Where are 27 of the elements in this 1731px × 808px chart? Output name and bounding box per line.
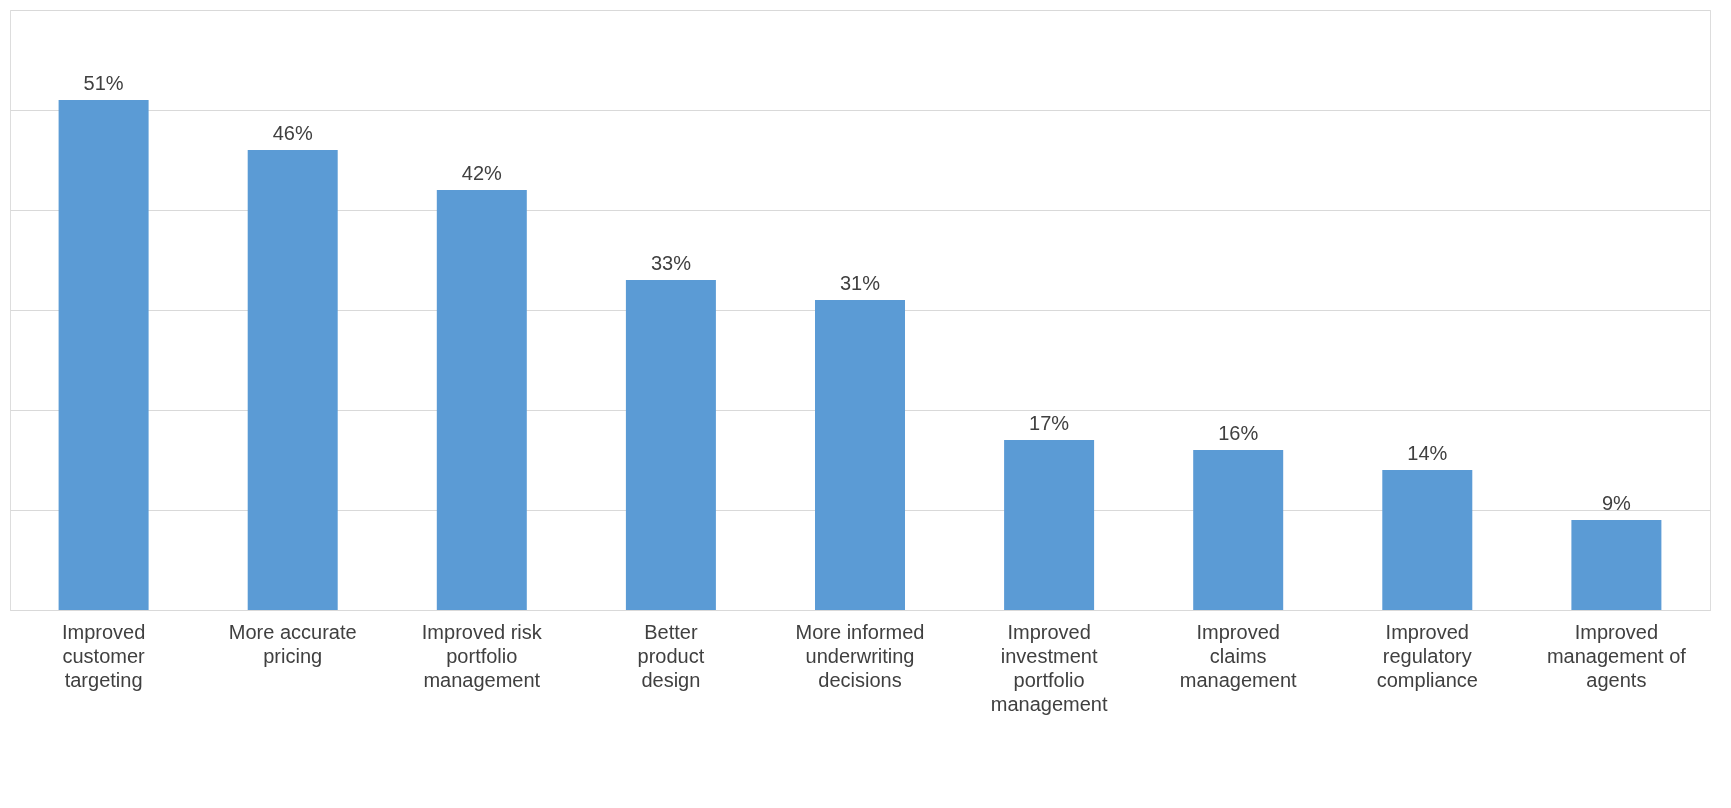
bar [247, 150, 338, 610]
x-tick-label: Improved risk portfolio management [421, 620, 543, 691]
data-label: 31% [839, 272, 881, 294]
x-tick-label: Better product design [637, 620, 705, 691]
x-tick-label: Improved investment portfolio management [990, 620, 1108, 715]
bar [625, 280, 716, 610]
x-tick-label: Improved claims management [1179, 620, 1297, 691]
data-label: 46% [272, 122, 313, 144]
x-tick-label: Improved customer targeting [61, 620, 146, 691]
bar [1004, 440, 1095, 610]
data-label: 16% [1218, 422, 1259, 444]
bar [58, 100, 149, 610]
x-tick-label: More accurate pricing [228, 620, 357, 667]
x-tick-label: More informed underwriting decisions [795, 620, 925, 691]
bar [815, 300, 905, 610]
data-label: 17% [1029, 412, 1070, 434]
x-tick-label: Improved regulatory compliance [1376, 620, 1478, 691]
bar [1193, 450, 1284, 610]
data-label: 51% [83, 72, 124, 94]
bar [1382, 470, 1473, 610]
bar [1571, 520, 1662, 610]
data-label: 14% [1407, 442, 1448, 464]
data-label: 42% [461, 162, 503, 184]
data-label: 33% [650, 252, 692, 274]
data-label: 9% [1601, 492, 1632, 514]
x-tick-label: Improved management of agents [1546, 620, 1687, 691]
bar [436, 190, 527, 610]
